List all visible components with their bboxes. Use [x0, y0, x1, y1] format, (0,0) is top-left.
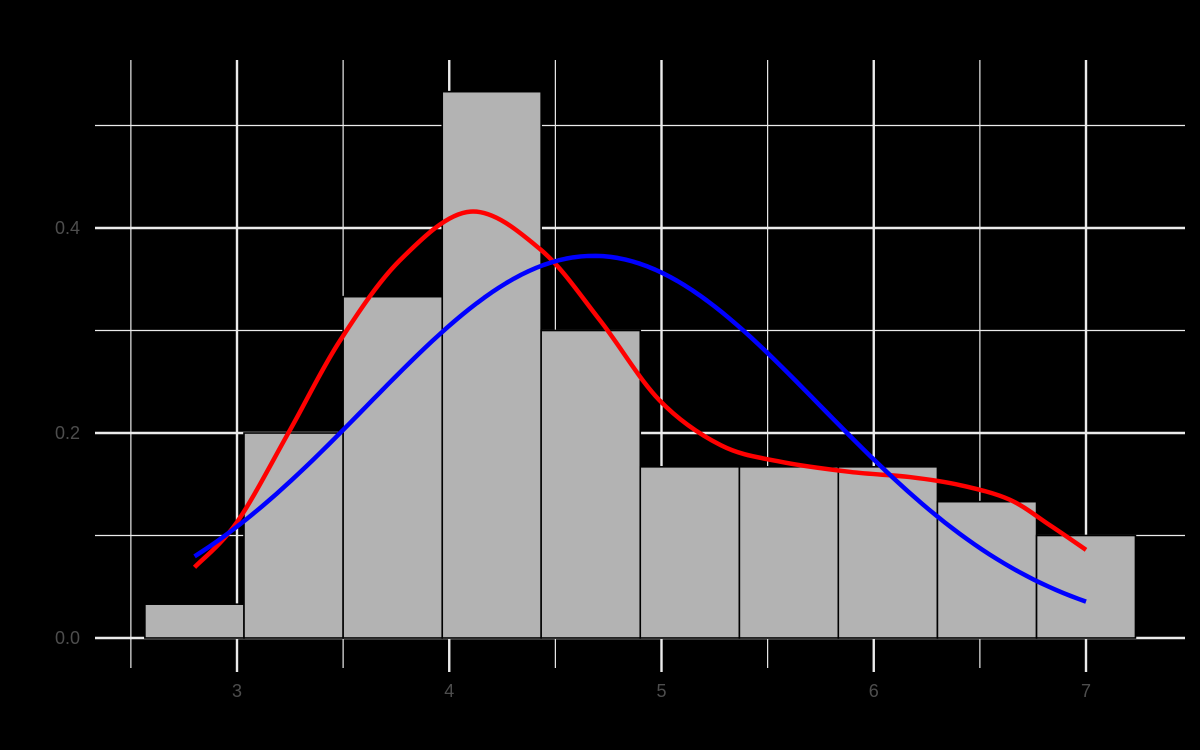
y-tick-label: 0.2 [55, 423, 80, 443]
histogram-bar [441, 90, 542, 639]
y-tick-label: 0.0 [55, 628, 80, 648]
histogram-bar [936, 500, 1038, 639]
y-axis: 0.0 0.2 0.4 [55, 218, 80, 648]
x-axis: 3 4 5 6 7 [232, 681, 1091, 701]
y-tick-label: 0.4 [55, 218, 80, 238]
histogram-bar [342, 295, 444, 639]
x-tick-label: 3 [232, 681, 242, 701]
normal-density-curve [193, 253, 1087, 604]
histogram-bar [540, 329, 642, 639]
density-curves [192, 209, 1088, 604]
histogram-bars [144, 90, 1137, 639]
x-tick-label: 7 [1081, 681, 1091, 701]
histogram-bar [639, 466, 741, 639]
kernel-density-curve [192, 209, 1088, 569]
x-tick-label: 5 [656, 681, 666, 701]
x-tick-label: 6 [869, 681, 879, 701]
histogram-bar [738, 466, 840, 639]
x-tick-label: 4 [444, 681, 454, 701]
histogram-bar [243, 432, 344, 639]
histogram-bar [837, 466, 939, 639]
histogram-bar [144, 603, 245, 639]
